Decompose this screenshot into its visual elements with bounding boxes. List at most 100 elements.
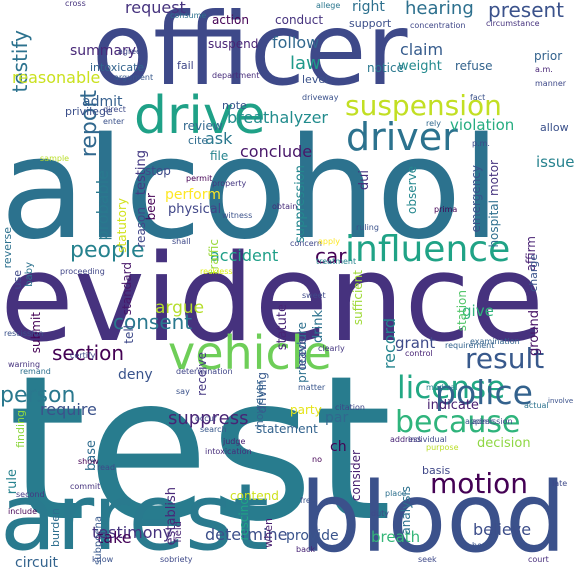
word-cloud-word: judge [223, 437, 246, 446]
word-cloud-word: include [8, 507, 37, 516]
word-cloud-word: probable [93, 170, 112, 241]
word-cloud-word: circumstance [486, 19, 540, 28]
word-cloud-word: examination [470, 337, 520, 346]
word-cloud-word: party [290, 403, 322, 417]
word-cloud-word: reverse [1, 227, 14, 269]
word-cloud-word: grant [395, 334, 436, 352]
word-cloud-word: weight [398, 59, 442, 74]
word-cloud-word: arrest [0, 464, 269, 571]
word-cloud-word: argue [155, 298, 205, 318]
word-cloud-word: emergency [469, 165, 483, 233]
word-cloud-word: determine [205, 525, 288, 544]
word-cloud-word: right [352, 0, 385, 15]
word-cloud-word: hour [472, 541, 491, 550]
word-cloud-word: medical [426, 383, 458, 392]
word-cloud-word: person [0, 383, 76, 408]
word-cloud-word: contend [230, 489, 279, 503]
word-cloud-word: tell [122, 325, 136, 344]
word-cloud-word: permit [186, 174, 213, 183]
word-cloud-word: par [325, 410, 349, 426]
word-cloud-word: shall [172, 237, 191, 246]
word-cloud-word: statement [256, 422, 318, 436]
word-cloud-word: allege [316, 1, 341, 10]
word-cloud-word: consume [170, 11, 207, 20]
word-cloud-word: notice [367, 61, 404, 75]
word-cloud-word: duty [371, 509, 390, 518]
word-cloud-word: leave [295, 337, 309, 370]
word-cloud-word: occur [195, 414, 218, 423]
word-cloud-word: reckless [200, 267, 233, 276]
word-cloud-word: cross [65, 0, 86, 8]
word-cloud-word: individual [408, 435, 447, 444]
word-cloud-word: seek [418, 555, 437, 564]
word-cloud-word: warning [8, 360, 41, 369]
word-cloud-word: prima [434, 205, 458, 214]
word-cloud-word: require [40, 400, 97, 419]
word-cloud-word: no [312, 455, 322, 464]
word-cloud-word: vehicle [168, 326, 332, 380]
word-cloud-word: involve [548, 397, 574, 405]
word-cloud-word: evidence [0, 230, 545, 369]
word-cloud-word: proceeding [60, 267, 105, 276]
word-cloud-word: station [455, 290, 469, 332]
word-cloud-word: obtain [272, 202, 298, 211]
word-cloud-word: support [349, 17, 392, 30]
word-cloud-word: people [70, 238, 145, 263]
word-cloud-word: baby [24, 262, 35, 287]
word-cloud-word: observe [405, 166, 419, 215]
word-cloud-word: conclude [240, 142, 313, 161]
word-cloud-word: stop [145, 164, 171, 178]
word-cloud-word: ruling [356, 223, 379, 232]
word-cloud-word: requirement [445, 341, 495, 350]
word-cloud-word: back [296, 545, 316, 554]
word-cloud-word: read [97, 463, 116, 472]
word-cloud-word: court [528, 555, 549, 564]
word-cloud-word: remand [20, 367, 51, 376]
word-cloud-word: charge [527, 254, 540, 292]
word-cloud-word: field [173, 521, 184, 543]
word-cloud-word: late [552, 479, 568, 488]
word-cloud-word: a.m. [535, 65, 553, 74]
word-cloud-word: determination [176, 367, 233, 376]
word-cloud-word: testimony [92, 523, 173, 542]
word-cloud-word: commit [70, 482, 101, 491]
word-cloud-word: car [315, 244, 347, 268]
word-cloud-word: follow [272, 33, 320, 52]
word-cloud-word: actual [524, 401, 549, 410]
word-cloud-word: certify [70, 351, 96, 360]
word-cloud-word: ask [205, 129, 233, 148]
word-cloud-word: clearly [318, 344, 345, 353]
word-cloud-word: matter [298, 383, 326, 392]
word-cloud-word: consent [113, 310, 193, 334]
word-cloud-word: concern [290, 239, 322, 248]
word-cloud-word: take [97, 528, 132, 547]
word-cloud-word: cite [188, 134, 209, 147]
word-cloud-word: drive [134, 86, 266, 146]
word-cloud-word: treatment [316, 257, 357, 266]
word-cloud-word: p.m. [472, 139, 490, 148]
word-cloud-word: consider [349, 450, 363, 502]
word-cloud-word: indicate [427, 398, 479, 413]
word-cloud-word: place [385, 489, 407, 498]
word-cloud-word: file [210, 149, 229, 163]
word-cloud-word: concentration [410, 21, 466, 30]
word-cloud-word: suppress [168, 408, 249, 429]
word-cloud-word: property [212, 179, 247, 188]
word-cloud-word: rescission [4, 329, 44, 338]
word-cloud-word: department [212, 71, 260, 80]
word-cloud-word: note [222, 99, 247, 112]
word-cloud-word: privilege [65, 105, 113, 118]
word-cloud-word: decision [477, 436, 531, 451]
word-cloud-word: request [125, 0, 186, 17]
word-cloud-word: because [395, 405, 521, 440]
word-cloud-word: show [78, 457, 99, 466]
word-cloud-word: level [302, 73, 329, 86]
word-cloud-word: say [176, 387, 190, 396]
word-cloud-word: rescind [237, 497, 251, 541]
word-cloud-word: issue [536, 153, 575, 171]
word-cloud-word: suspend [208, 37, 259, 51]
word-cloud-word: result [465, 342, 545, 375]
word-cloud-word: review [183, 119, 223, 133]
word-cloud-word: blood [300, 462, 567, 574]
word-cloud-word: sufficient [351, 270, 365, 326]
